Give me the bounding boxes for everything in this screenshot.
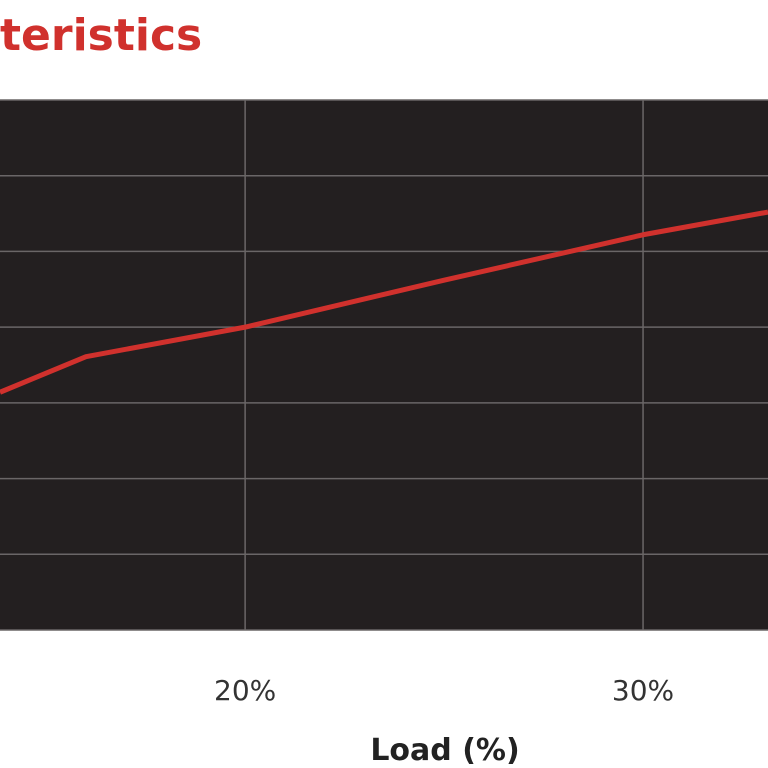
x-tick-label: 30% xyxy=(612,674,674,707)
x-axis-label: Load (%) xyxy=(370,733,519,768)
plot-clip xyxy=(0,209,768,395)
chart-title: teristics xyxy=(0,10,202,61)
x-tick-label: 20% xyxy=(214,674,276,707)
data-line xyxy=(0,209,768,395)
plot-area xyxy=(0,100,768,630)
